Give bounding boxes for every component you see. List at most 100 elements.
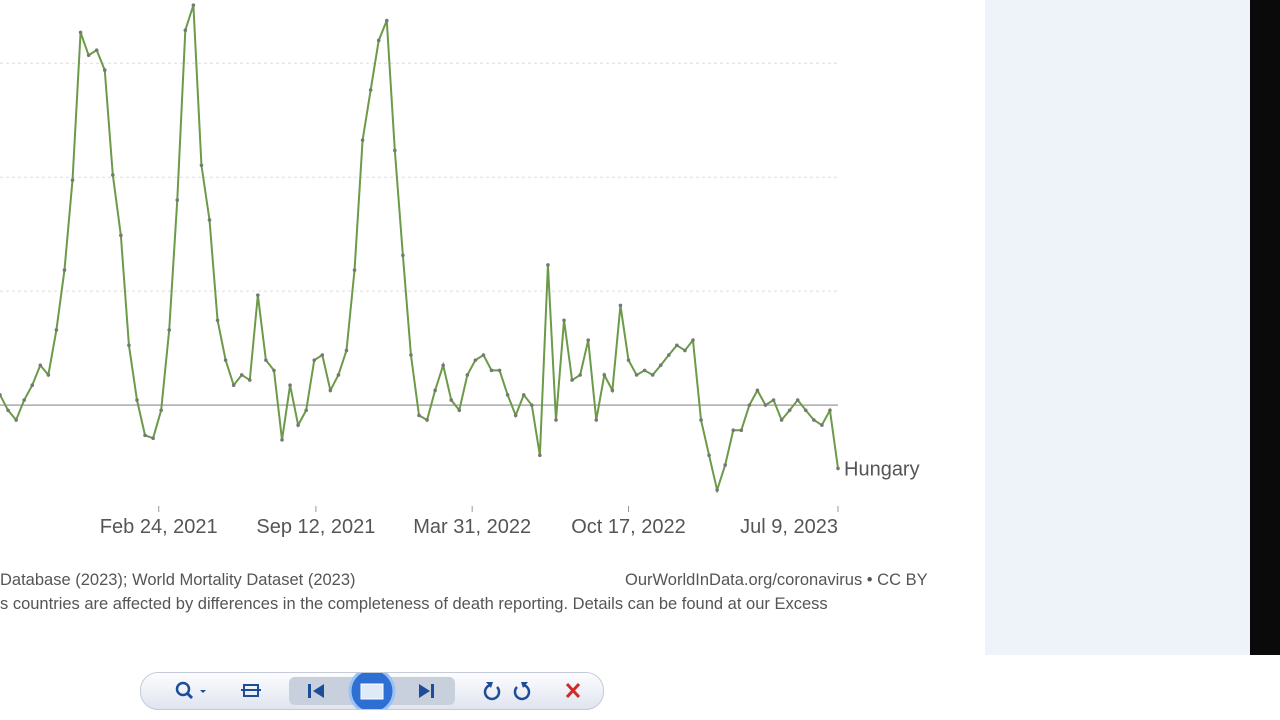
data-point — [626, 358, 631, 362]
data-point — [828, 408, 832, 413]
data-point — [344, 348, 349, 353]
data-point — [787, 408, 792, 413]
data-point — [70, 178, 75, 182]
data-point — [642, 368, 647, 373]
data-point — [820, 423, 824, 427]
chart: Feb 24, 2021 Sep 12, 2021 Mar 31, 2022 Oct … — [0, 3, 920, 538]
data-point — [812, 418, 816, 422]
x-tick-label: Mar 31, 2022 — [413, 516, 531, 538]
next-button[interactable] — [419, 684, 434, 698]
data-point — [618, 303, 623, 308]
data-point — [570, 378, 574, 382]
data-point — [481, 353, 486, 357]
data-point — [376, 38, 381, 43]
data-point — [239, 373, 244, 377]
data-point — [747, 403, 752, 407]
data-point — [425, 418, 429, 422]
viewer-toolbar — [140, 672, 604, 710]
data-point — [119, 233, 123, 238]
side-panel — [985, 0, 1250, 655]
license: OurWorldInData.org/coronavirus • CC BY — [625, 571, 928, 589]
data-point — [473, 358, 478, 362]
previous-button[interactable] — [308, 684, 324, 698]
data-point — [336, 373, 341, 377]
data-point — [803, 408, 808, 413]
series-line — [0, 4, 839, 494]
data-point — [505, 393, 510, 397]
data-point — [521, 393, 526, 397]
data-point — [755, 388, 760, 393]
data-point — [836, 466, 840, 471]
data-point — [296, 423, 300, 427]
data-point — [384, 18, 389, 23]
x-tick-label: Sep 12, 2021 — [256, 516, 375, 538]
data-point — [538, 453, 542, 458]
data-point — [304, 408, 308, 413]
data-point — [191, 3, 196, 7]
data-point — [610, 388, 615, 393]
rotate-left-button[interactable] — [483, 682, 501, 701]
data-point — [763, 403, 768, 407]
data-point — [683, 348, 687, 353]
data-point — [159, 408, 163, 413]
toolbar-icons — [175, 673, 581, 709]
data-point — [231, 383, 236, 388]
data-point — [320, 353, 325, 357]
data-point — [602, 373, 607, 377]
data-point — [46, 373, 51, 377]
x-tick-label: Jul 9, 2023 — [740, 516, 838, 538]
data-point — [312, 358, 317, 362]
data-point — [111, 173, 115, 177]
x-tick-label: Feb 24, 2021 — [100, 516, 218, 538]
rotate-right-button[interactable] — [513, 682, 531, 701]
data-point — [562, 318, 566, 323]
zoom-button[interactable] — [175, 681, 206, 700]
data-point — [554, 418, 558, 422]
data-point — [14, 418, 18, 422]
data-point — [586, 338, 591, 342]
x-tick-label: Oct 17, 2022 — [571, 516, 686, 538]
data-point — [360, 138, 365, 142]
data-point — [223, 358, 228, 362]
data-point — [86, 53, 91, 58]
data-point — [6, 408, 10, 413]
data-point — [489, 368, 494, 373]
data-point — [715, 488, 719, 492]
data-point — [433, 388, 437, 393]
data-point — [272, 368, 276, 373]
data-point — [127, 343, 131, 348]
data-point — [264, 358, 268, 362]
data-point — [457, 408, 462, 413]
data-point — [288, 383, 292, 388]
data-point — [54, 328, 59, 332]
data-point — [449, 398, 454, 402]
data-point — [352, 268, 357, 272]
slideshow-button[interactable] — [348, 673, 396, 709]
data-point — [256, 293, 260, 297]
data-point — [779, 418, 784, 422]
note: s countries are affected by differences … — [0, 595, 828, 613]
data-point — [22, 398, 26, 402]
source: Database (2023); World Mortality Dataset… — [0, 571, 356, 589]
data-point — [739, 428, 744, 433]
data-point — [102, 68, 107, 72]
data-point — [167, 328, 172, 332]
window-edge — [1250, 0, 1280, 655]
data-point — [795, 398, 800, 402]
data-point — [175, 198, 180, 202]
data-point — [513, 413, 518, 418]
data-point — [731, 428, 736, 433]
data-point — [401, 253, 405, 258]
data-point — [699, 418, 703, 422]
data-point — [530, 403, 534, 407]
data-point — [691, 338, 695, 342]
data-point — [247, 378, 252, 382]
data-point — [78, 30, 83, 35]
data-point — [393, 148, 397, 153]
data-point — [135, 398, 139, 402]
delete-button[interactable] — [565, 682, 581, 699]
data-point — [546, 263, 550, 267]
fit-button[interactable] — [241, 684, 261, 697]
data-point — [441, 363, 445, 368]
